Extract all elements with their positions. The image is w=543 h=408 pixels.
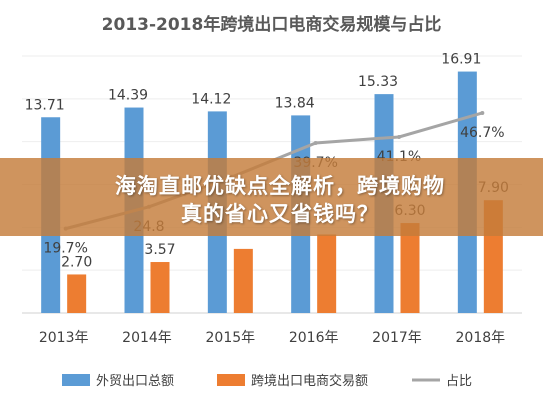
- headline-text: 海淘直邮优缺点全解析，跨境购物 真的省心又省钱吗？: [50, 172, 510, 228]
- legend-swatch-1: [217, 374, 245, 386]
- data-label-ecommerce-0: 2.70: [61, 254, 92, 270]
- data-label-export-total-1: 14.39: [108, 88, 148, 104]
- data-label-ecommerce-1: 3.57: [144, 242, 175, 258]
- data-label-export-total-2: 14.12: [191, 91, 231, 107]
- ratio-point-3: [313, 140, 318, 145]
- x-tick-label-5: 2018年: [456, 330, 506, 346]
- data-label-export-total-0: 13.71: [25, 97, 65, 113]
- legend-label-2: 占比: [446, 374, 472, 389]
- bar-ecommerce-4: [400, 223, 420, 313]
- data-label-export-total-4: 15.33: [358, 74, 398, 90]
- x-axis: 2013年 2014年 2015年 2016年 2017年 2018年: [39, 330, 505, 346]
- headline-banner: 海淘直邮优缺点全解析，跨境购物 真的省心又省钱吗？: [0, 158, 543, 236]
- data-label-export-total-3: 13.84: [275, 95, 315, 111]
- x-tick-label-2: 2015年: [206, 330, 256, 346]
- x-tick-label-4: 2017年: [372, 330, 422, 346]
- data-label-export-total-5: 16.91: [441, 52, 481, 68]
- legend-label-1: 跨境出口电商交易额: [251, 373, 368, 389]
- bar-ecommerce-0: [67, 274, 87, 313]
- x-tick-label-3: 2016年: [289, 330, 339, 346]
- headline-line-1: 海淘直邮优缺点全解析，跨境购物: [115, 174, 445, 198]
- x-tick-label-0: 2013年: [39, 330, 89, 346]
- headline-line-2: 真的省心又省钱吗？: [181, 202, 379, 226]
- bar-ecommerce-3: [317, 234, 337, 313]
- x-tick-label-1: 2014年: [122, 330, 172, 346]
- legend: 外贸出口总额 跨境出口电商交易额 占比: [62, 373, 472, 389]
- ratio-point-5: [480, 110, 485, 115]
- legend-label-0: 外贸出口总额: [96, 374, 174, 389]
- legend-swatch-0: [62, 374, 90, 386]
- ratio-point-4: [397, 134, 401, 139]
- bar-ecommerce-2: [233, 248, 253, 313]
- chart-title: 2013-2018年跨境出口电商交易规模与占比: [102, 14, 442, 35]
- bar-ecommerce-1: [150, 262, 170, 313]
- ratio-label-0: 19.7%: [43, 241, 87, 257]
- ratio-label-5: 46.7%: [460, 125, 504, 141]
